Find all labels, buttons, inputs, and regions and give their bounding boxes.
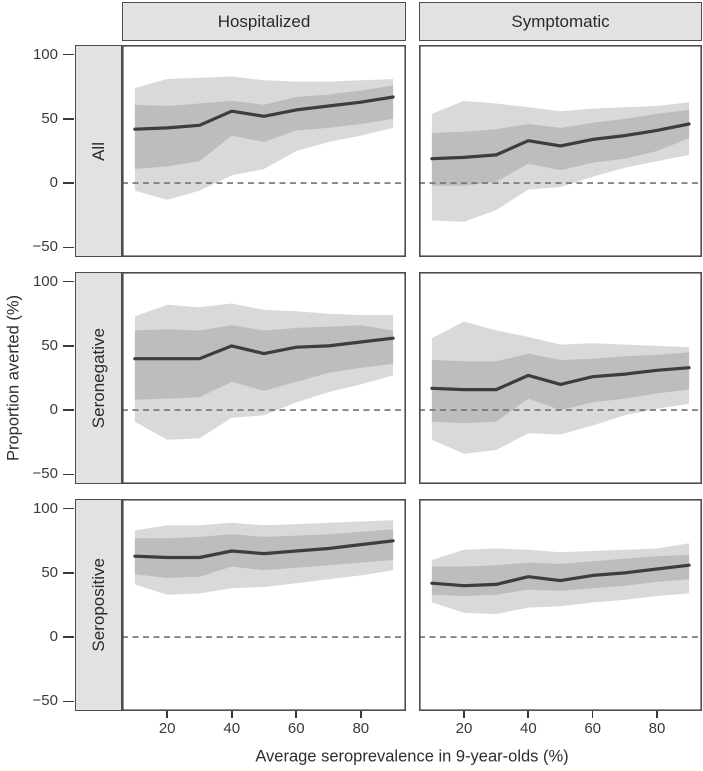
facet-row-header-seronegative: Seronegative (75, 272, 122, 484)
y-tick-label: 50 (41, 109, 58, 127)
x-tick-mark (527, 711, 530, 718)
y-tick-mark (63, 53, 74, 56)
x-tick-mark (295, 711, 298, 718)
y-tick-mark (63, 280, 74, 283)
y-tick-mark (63, 246, 74, 249)
facet-column-header-hospitalized: Hospitalized (122, 2, 406, 41)
y-tick-label: −50 (32, 465, 58, 483)
y-axis-title: Proportion averted (%) (4, 295, 23, 461)
y-tick-label: 0 (49, 174, 58, 192)
inner-credible-band (431, 352, 690, 423)
panel-border (419, 272, 702, 484)
facet-row-label: Seropositive (88, 558, 108, 652)
y-tick-mark (63, 118, 74, 120)
x-tick-label: 60 (584, 720, 601, 737)
median-line (133, 539, 395, 560)
x-axis-title: Average seroprevalence in 9-year-olds (%… (255, 747, 569, 766)
facet-row-label: All (88, 141, 108, 161)
facet-column-label: Symptomatic (511, 11, 610, 31)
y-tick-label: 100 (32, 272, 58, 290)
y-tick-label: 100 (32, 499, 58, 517)
y-tick-mark (63, 473, 74, 476)
facet-row-header-seropositive: Seropositive (75, 499, 122, 711)
panel-hospitalized-seropositive (122, 499, 406, 711)
panel-symptomatic-seropositive (419, 499, 702, 711)
panel-hospitalized-seronegative (122, 272, 406, 484)
median-line (430, 122, 691, 161)
panel-border (419, 45, 702, 257)
y-tick-mark (63, 345, 74, 347)
y-tick-mark (63, 507, 74, 510)
panel-border (122, 45, 406, 257)
y-tick-mark (63, 700, 74, 703)
panel-symptomatic-seronegative (419, 272, 702, 484)
median-line (133, 336, 395, 361)
y-tick-label: 0 (49, 401, 58, 419)
panel-symptomatic-all (419, 45, 702, 257)
x-tick-label: 20 (158, 720, 176, 737)
y-tick-label: −50 (32, 692, 58, 710)
median-line (430, 366, 691, 392)
x-tick-label: 40 (223, 720, 241, 737)
y-tick-mark (63, 636, 74, 638)
median-line (430, 563, 691, 588)
x-tick-mark (230, 711, 233, 718)
x-tick-label: 60 (287, 720, 305, 737)
x-tick-label: 20 (455, 720, 473, 737)
facet-row-header-all: All (75, 45, 122, 257)
x-tick-label: 40 (519, 720, 537, 737)
y-tick-label: 50 (41, 336, 58, 354)
inner-credible-band (431, 109, 690, 186)
y-tick-mark (63, 572, 74, 574)
facet-column-label: Hospitalized (217, 11, 311, 31)
x-tick-mark (591, 711, 594, 718)
inner-credible-band (134, 325, 394, 400)
y-tick-mark (63, 409, 74, 411)
facet-row-label: Seronegative (88, 327, 108, 429)
panel-hospitalized-all (122, 45, 406, 257)
panel-border (419, 499, 702, 711)
x-tick-mark (166, 711, 169, 718)
x-tick-mark (359, 711, 362, 718)
x-tick-mark (463, 711, 465, 718)
panel-border (122, 499, 406, 711)
y-tick-label: 50 (41, 563, 58, 581)
panel-border (122, 272, 406, 484)
facet-column-header-symptomatic: Symptomatic (419, 2, 702, 41)
y-tick-mark (63, 182, 74, 184)
median-line (133, 95, 395, 131)
x-tick-mark (656, 711, 658, 718)
x-tick-label: 80 (352, 720, 370, 737)
y-tick-label: 0 (49, 628, 58, 646)
y-tick-label: 100 (32, 45, 58, 63)
y-tick-label: −50 (32, 238, 58, 256)
x-tick-label: 80 (648, 720, 666, 737)
